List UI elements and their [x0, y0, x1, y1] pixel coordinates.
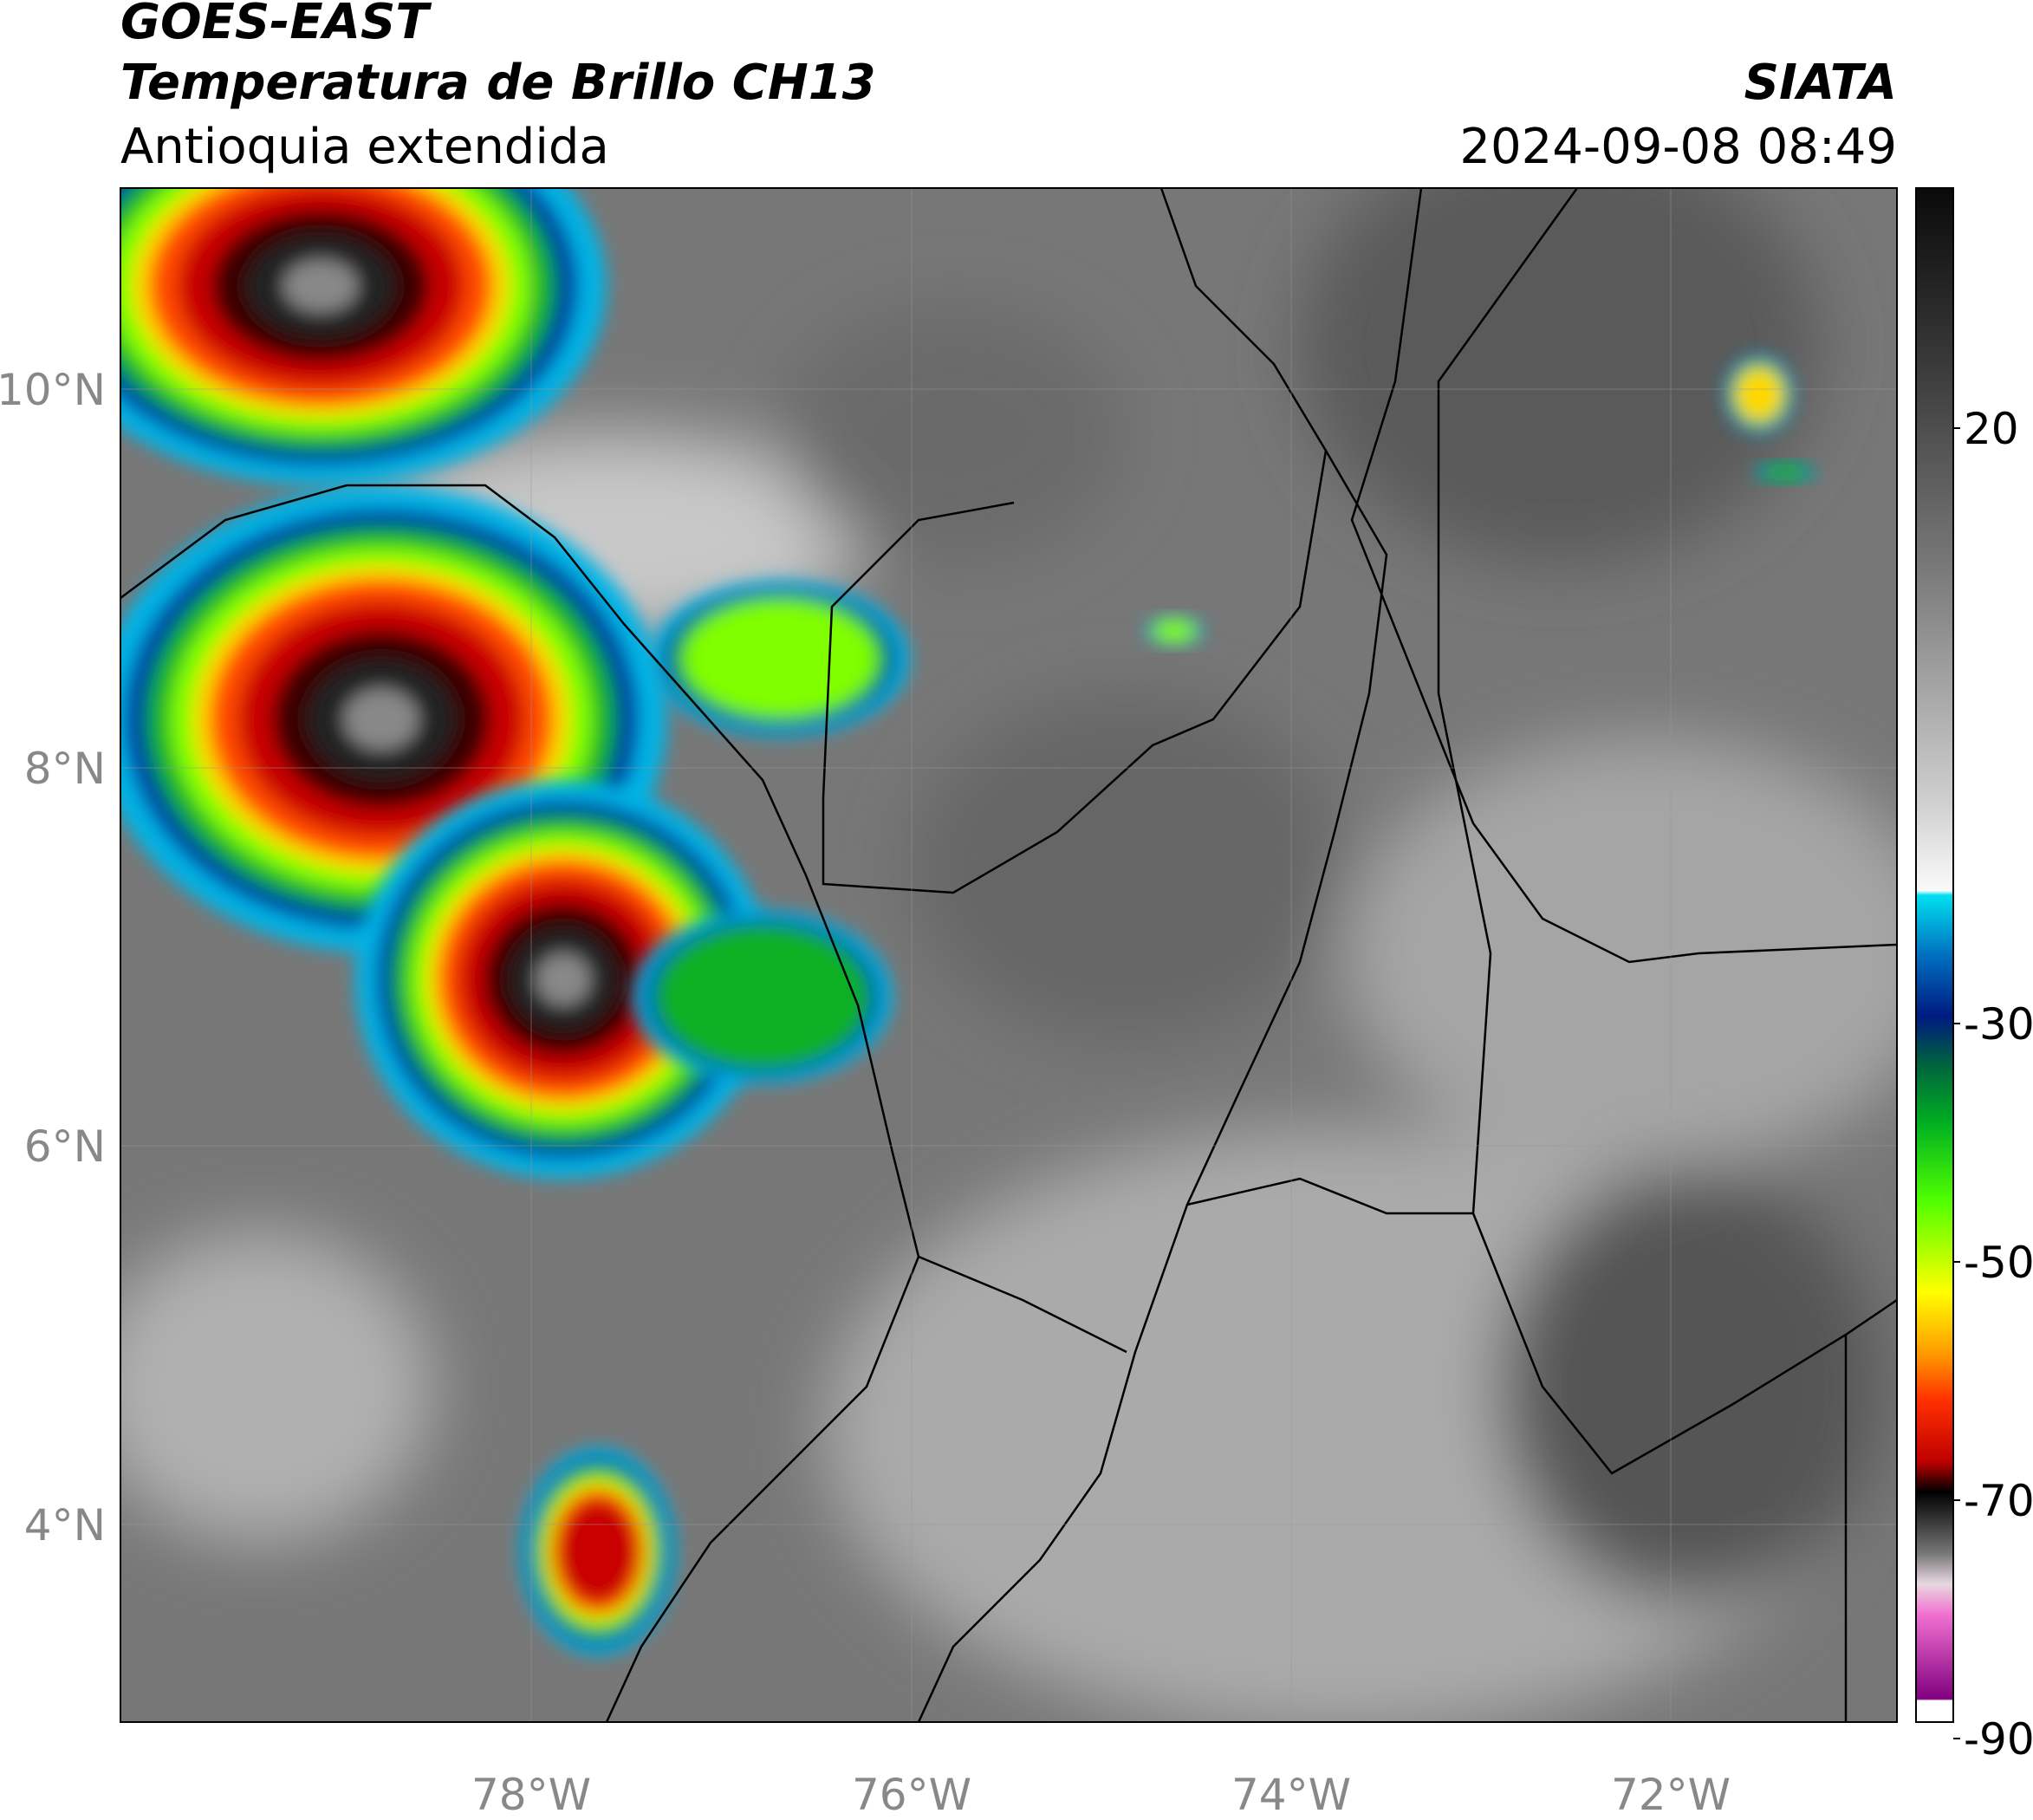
colorbar [1915, 187, 1954, 1723]
storm [633, 910, 893, 1083]
storm-layer [536, 953, 591, 1005]
storm-layer [283, 260, 358, 312]
storm [355, 780, 771, 1179]
lon-labels: 78°W 76°W 74°W 72°W [471, 1770, 1731, 1820]
lon-label: 72°W [1611, 1770, 1731, 1820]
lon-label: 78°W [471, 1770, 591, 1820]
map-image [120, 188, 1897, 1722]
storm-layer [344, 688, 419, 751]
storm [520, 1447, 676, 1655]
lat-label: 8°N [24, 744, 106, 794]
lon-label: 76°W [852, 1770, 971, 1820]
storm-layer [1152, 619, 1197, 643]
lat-labels: 10°N 8°N 6°N 4°N [0, 365, 106, 1550]
colorbar-label: -70 [1964, 1476, 2033, 1526]
storm-layer [1760, 464, 1810, 481]
graticule [120, 188, 1897, 1722]
storms [120, 188, 1815, 1655]
colorbar-label: -90 [1964, 1714, 2033, 1765]
storm-layer [1736, 368, 1783, 420]
map-frame [120, 187, 1898, 1723]
lat-label: 6°N [24, 1121, 106, 1172]
title: Temperatura de Brillo CH13 [120, 55, 876, 111]
storm-layer [684, 601, 876, 717]
source: GOES-EAST [120, 0, 432, 50]
datetime: 2024-09-08 08:49 [1459, 119, 1897, 175]
colorbar-label: 20 [1964, 404, 2019, 454]
storm-layer [656, 926, 869, 1068]
lat-label: 10°N [0, 365, 106, 415]
region: Antioquia extendida [120, 119, 609, 175]
storm [1724, 355, 1794, 433]
borders [120, 188, 1897, 1722]
storm [1755, 462, 1815, 483]
lat-label: 4°N [24, 1500, 106, 1550]
storm [1144, 615, 1205, 647]
storm-layer [559, 1499, 637, 1603]
colorbar-labels: 20 -30 -50 -70 -90 [1953, 404, 2033, 1765]
lon-label: 74°W [1231, 1770, 1351, 1820]
colorbar-label: -50 [1964, 1238, 2033, 1288]
storm [120, 188, 607, 485]
agency: SIATA [1744, 55, 1897, 111]
colorbar-label: -30 [1964, 999, 2033, 1050]
storm [650, 581, 910, 737]
